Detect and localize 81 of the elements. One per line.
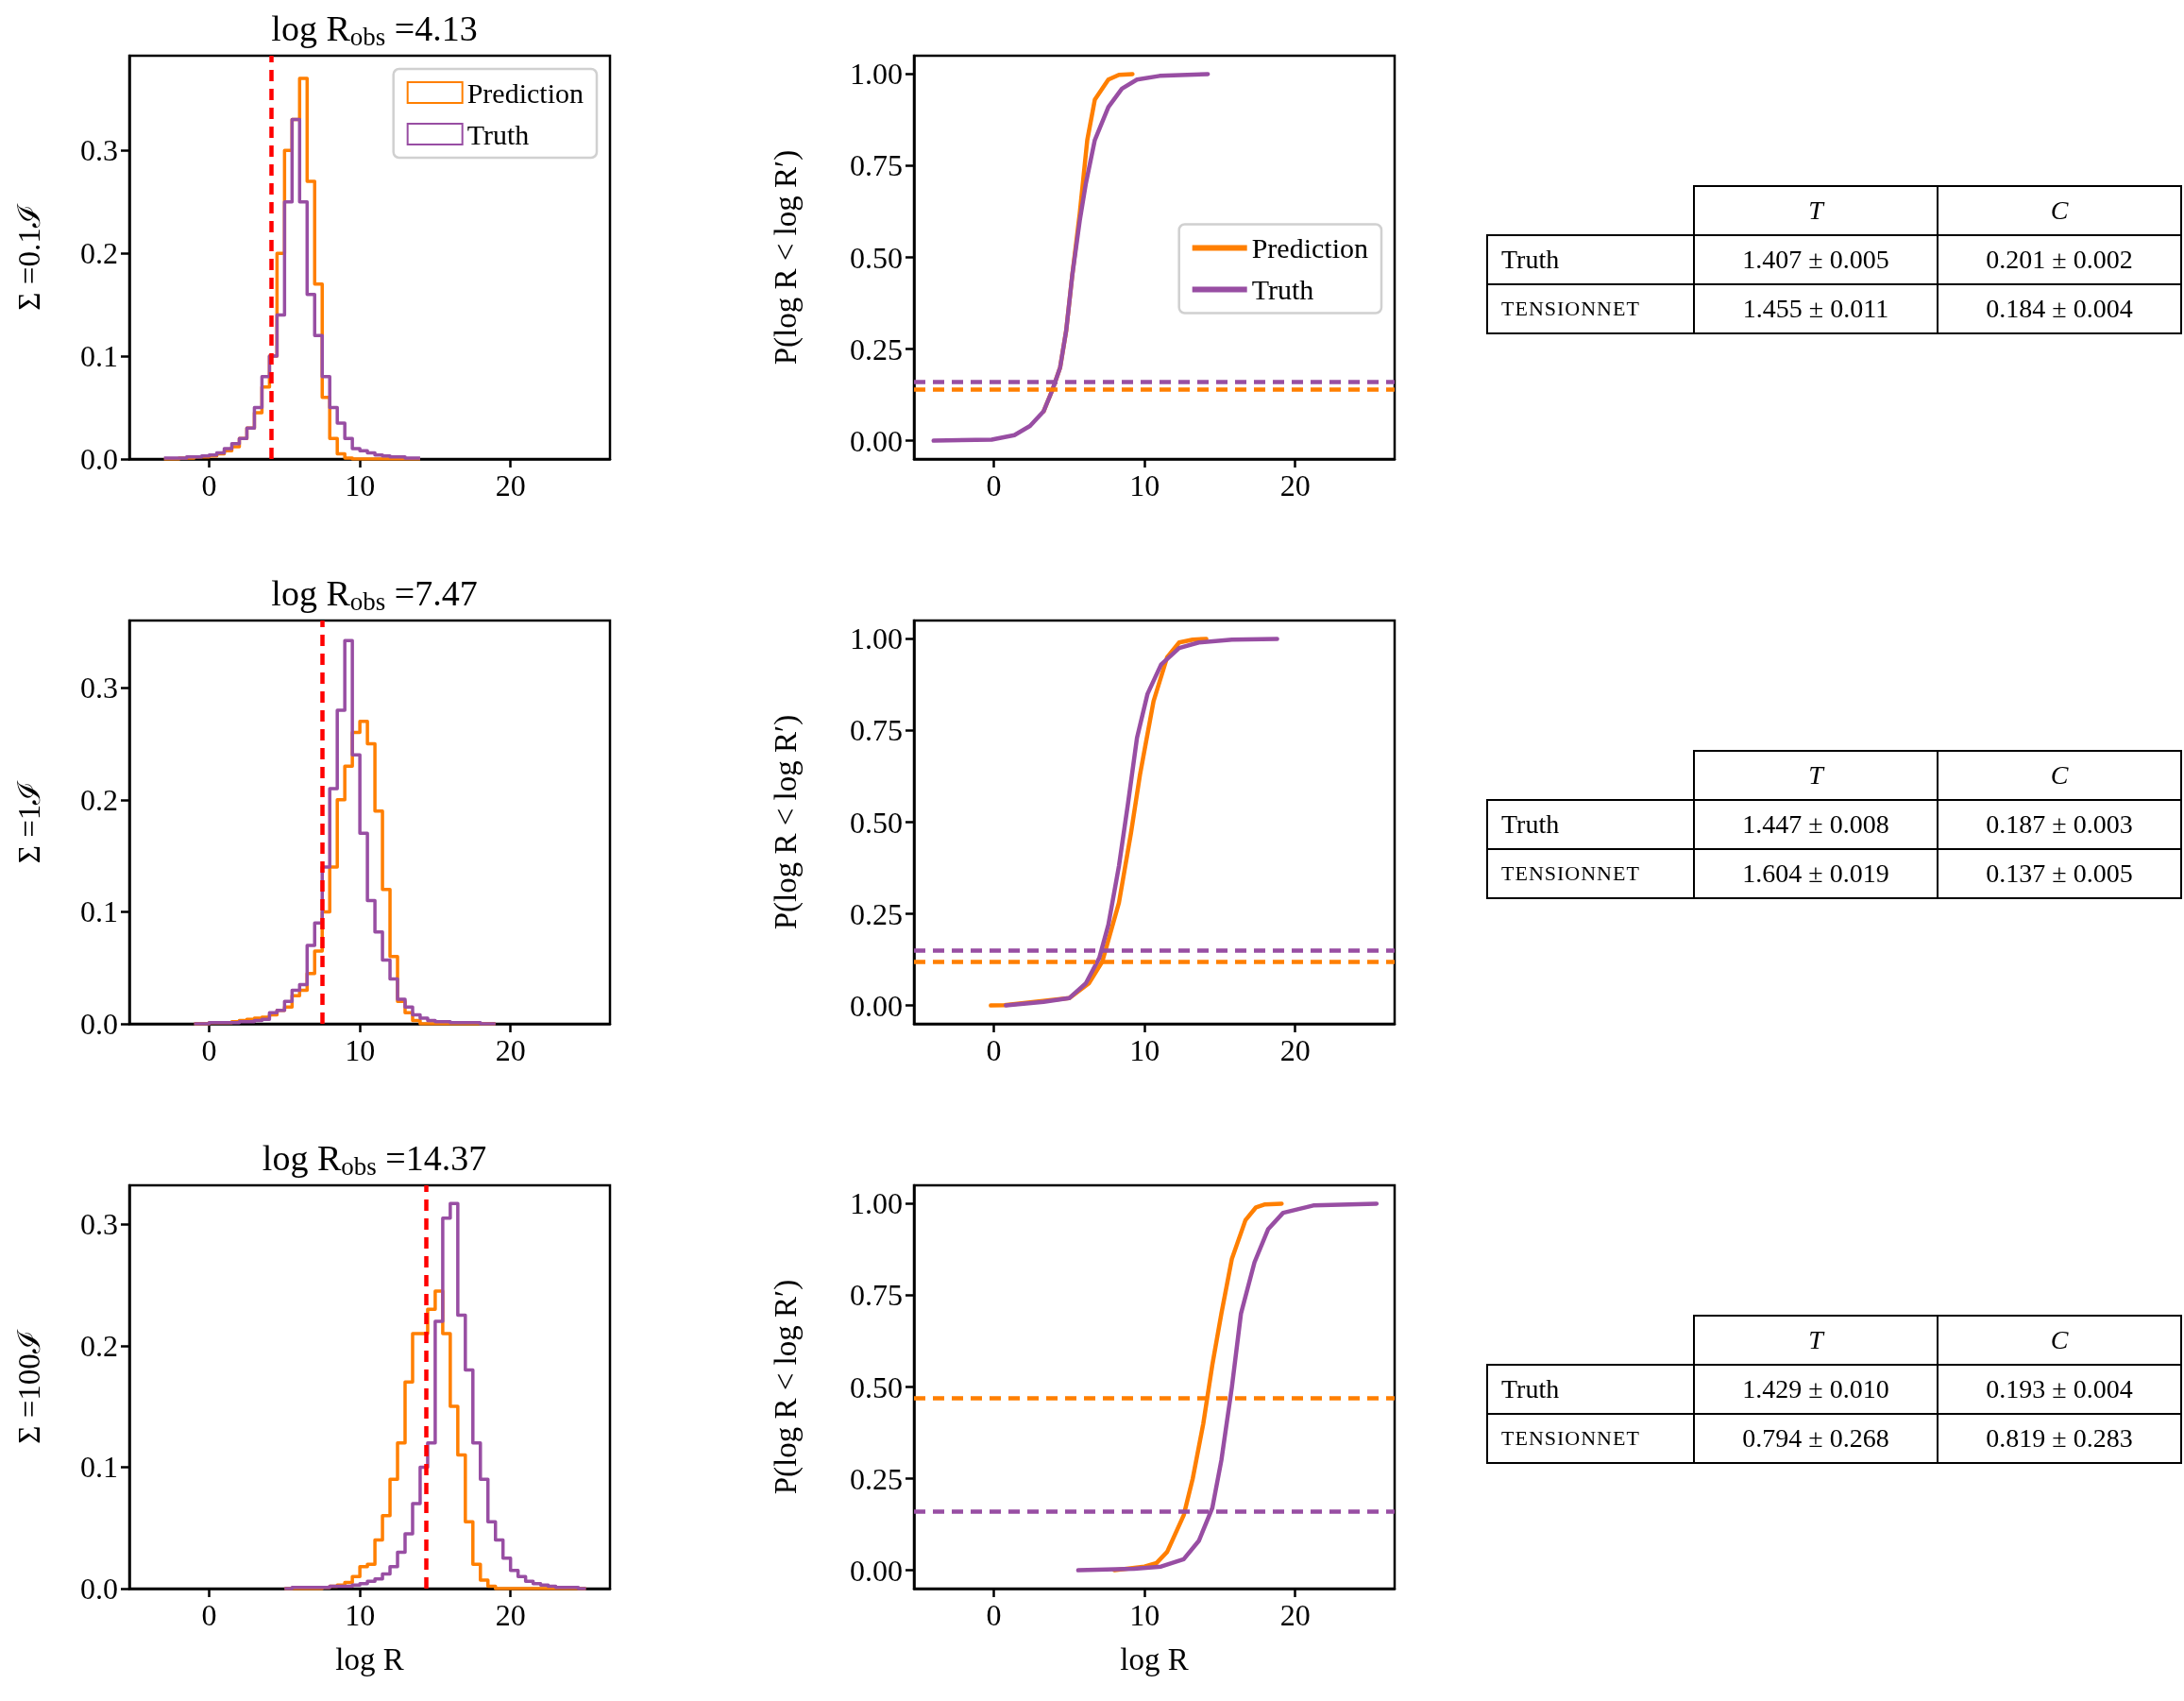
y-tick-label: 0.50 bbox=[850, 1369, 903, 1404]
category-label: Truth bbox=[1501, 1374, 1560, 1403]
text: 0.794 ± 0.268 bbox=[1742, 1423, 1889, 1453]
y-tick-label: 0.3 bbox=[80, 133, 118, 168]
text: 0.193 ± 0.004 bbox=[1986, 1374, 2133, 1403]
category-label: T bbox=[1694, 1316, 1938, 1365]
text: 0.201 ± 0.002 bbox=[1986, 245, 2133, 274]
x-tick-label: 20 bbox=[495, 468, 526, 502]
y-tick-label: 0.3 bbox=[80, 671, 118, 706]
y-tick-label: 0.00 bbox=[850, 988, 903, 1023]
x-axis-title: log R bbox=[1120, 1641, 1189, 1676]
category-label: TENSIONNET bbox=[1501, 1426, 1640, 1450]
y-tick-label: 0.0 bbox=[80, 1572, 118, 1606]
y-tick-label: 1.00 bbox=[850, 57, 903, 92]
y-tick-label: 0.75 bbox=[850, 148, 903, 183]
y-tick-label: 0.0 bbox=[80, 442, 118, 476]
x-tick-label: 10 bbox=[345, 1033, 376, 1067]
category-label: C bbox=[1938, 186, 2181, 235]
category-label: C bbox=[1938, 1316, 2181, 1365]
y-tick-label: 0.0 bbox=[80, 1007, 118, 1041]
y-tick-label: 0.1 bbox=[80, 894, 118, 929]
y-axis-title: Σ =1ℐ bbox=[11, 779, 46, 864]
y-tick-label: 0.25 bbox=[850, 1461, 903, 1496]
category-label: T bbox=[1694, 751, 1938, 800]
y-tick-label: 0.75 bbox=[850, 713, 903, 748]
y-axis-title: Σ =0.1ℐ bbox=[11, 203, 46, 311]
y-axis-title: P(log R < log R′) bbox=[768, 1279, 804, 1495]
category-label: T bbox=[1694, 186, 1938, 235]
text: 1.455 ± 0.011 bbox=[1742, 294, 1889, 323]
legend-label: Truth bbox=[1251, 274, 1314, 305]
x-tick-label: 0 bbox=[986, 1033, 1002, 1067]
category-label: Truth bbox=[1501, 245, 1560, 274]
y-tick-label: 1.00 bbox=[850, 1186, 903, 1221]
x-tick-label: 20 bbox=[1279, 468, 1311, 502]
y-tick-label: 0.75 bbox=[850, 1278, 903, 1313]
text: 1.429 ± 0.010 bbox=[1742, 1374, 1889, 1403]
x-tick-label: 10 bbox=[1129, 468, 1160, 502]
category-label: TENSIONNET bbox=[1501, 297, 1640, 320]
x-tick-label: 0 bbox=[986, 468, 1002, 502]
text: 0.819 ± 0.283 bbox=[1986, 1423, 2133, 1453]
text: 1.604 ± 0.019 bbox=[1742, 859, 1889, 888]
x-tick-label: 0 bbox=[201, 468, 217, 502]
x-tick-label: 10 bbox=[345, 468, 376, 502]
x-tick-label: 10 bbox=[1129, 1598, 1160, 1632]
x-axis-title: log R bbox=[335, 1641, 404, 1676]
x-tick-label: 0 bbox=[201, 1033, 217, 1067]
x-tick-label: 20 bbox=[495, 1033, 526, 1067]
text: 1.447 ± 0.008 bbox=[1742, 809, 1889, 839]
x-tick-label: 10 bbox=[1129, 1033, 1160, 1067]
text: 1.407 ± 0.005 bbox=[1742, 245, 1889, 274]
legend-label: Truth bbox=[466, 118, 530, 150]
y-tick-label: 0.25 bbox=[850, 332, 903, 366]
text: 0.184 ± 0.004 bbox=[1986, 294, 2133, 323]
y-tick-label: 0.00 bbox=[850, 1553, 903, 1588]
y-tick-label: 0.50 bbox=[850, 805, 903, 840]
y-tick-label: 0.25 bbox=[850, 896, 903, 931]
legend-label: Prediction bbox=[466, 77, 584, 109]
y-tick-label: 0.3 bbox=[80, 1207, 118, 1242]
y-tick-label: 1.00 bbox=[850, 621, 903, 656]
y-axis-title: P(log R < log R′) bbox=[768, 149, 804, 366]
y-tick-label: 0.2 bbox=[80, 1328, 118, 1363]
text: 0.187 ± 0.003 bbox=[1986, 809, 2133, 839]
x-tick-label: 20 bbox=[1279, 1598, 1311, 1632]
category-label: C bbox=[1938, 751, 2181, 800]
category-label: Truth bbox=[1501, 809, 1560, 839]
category-label: TENSIONNET bbox=[1501, 861, 1640, 885]
x-tick-label: 10 bbox=[345, 1598, 376, 1632]
x-tick-label: 0 bbox=[201, 1598, 217, 1632]
y-axis-title: Σ =100ℐ bbox=[11, 1329, 46, 1444]
x-tick-label: 0 bbox=[986, 1598, 1002, 1632]
y-tick-label: 0.1 bbox=[80, 1450, 118, 1485]
y-tick-label: 0.1 bbox=[80, 339, 118, 374]
y-axis-title: P(log R < log R′) bbox=[768, 714, 804, 930]
y-tick-label: 0.2 bbox=[80, 236, 118, 271]
legend-label: Prediction bbox=[1251, 232, 1368, 264]
x-tick-label: 20 bbox=[1279, 1033, 1311, 1067]
x-tick-label: 20 bbox=[495, 1598, 526, 1632]
y-tick-label: 0.50 bbox=[850, 240, 903, 275]
text: 0.137 ± 0.005 bbox=[1986, 859, 2133, 888]
y-tick-label: 0.2 bbox=[80, 782, 118, 817]
y-tick-label: 0.00 bbox=[850, 423, 903, 458]
